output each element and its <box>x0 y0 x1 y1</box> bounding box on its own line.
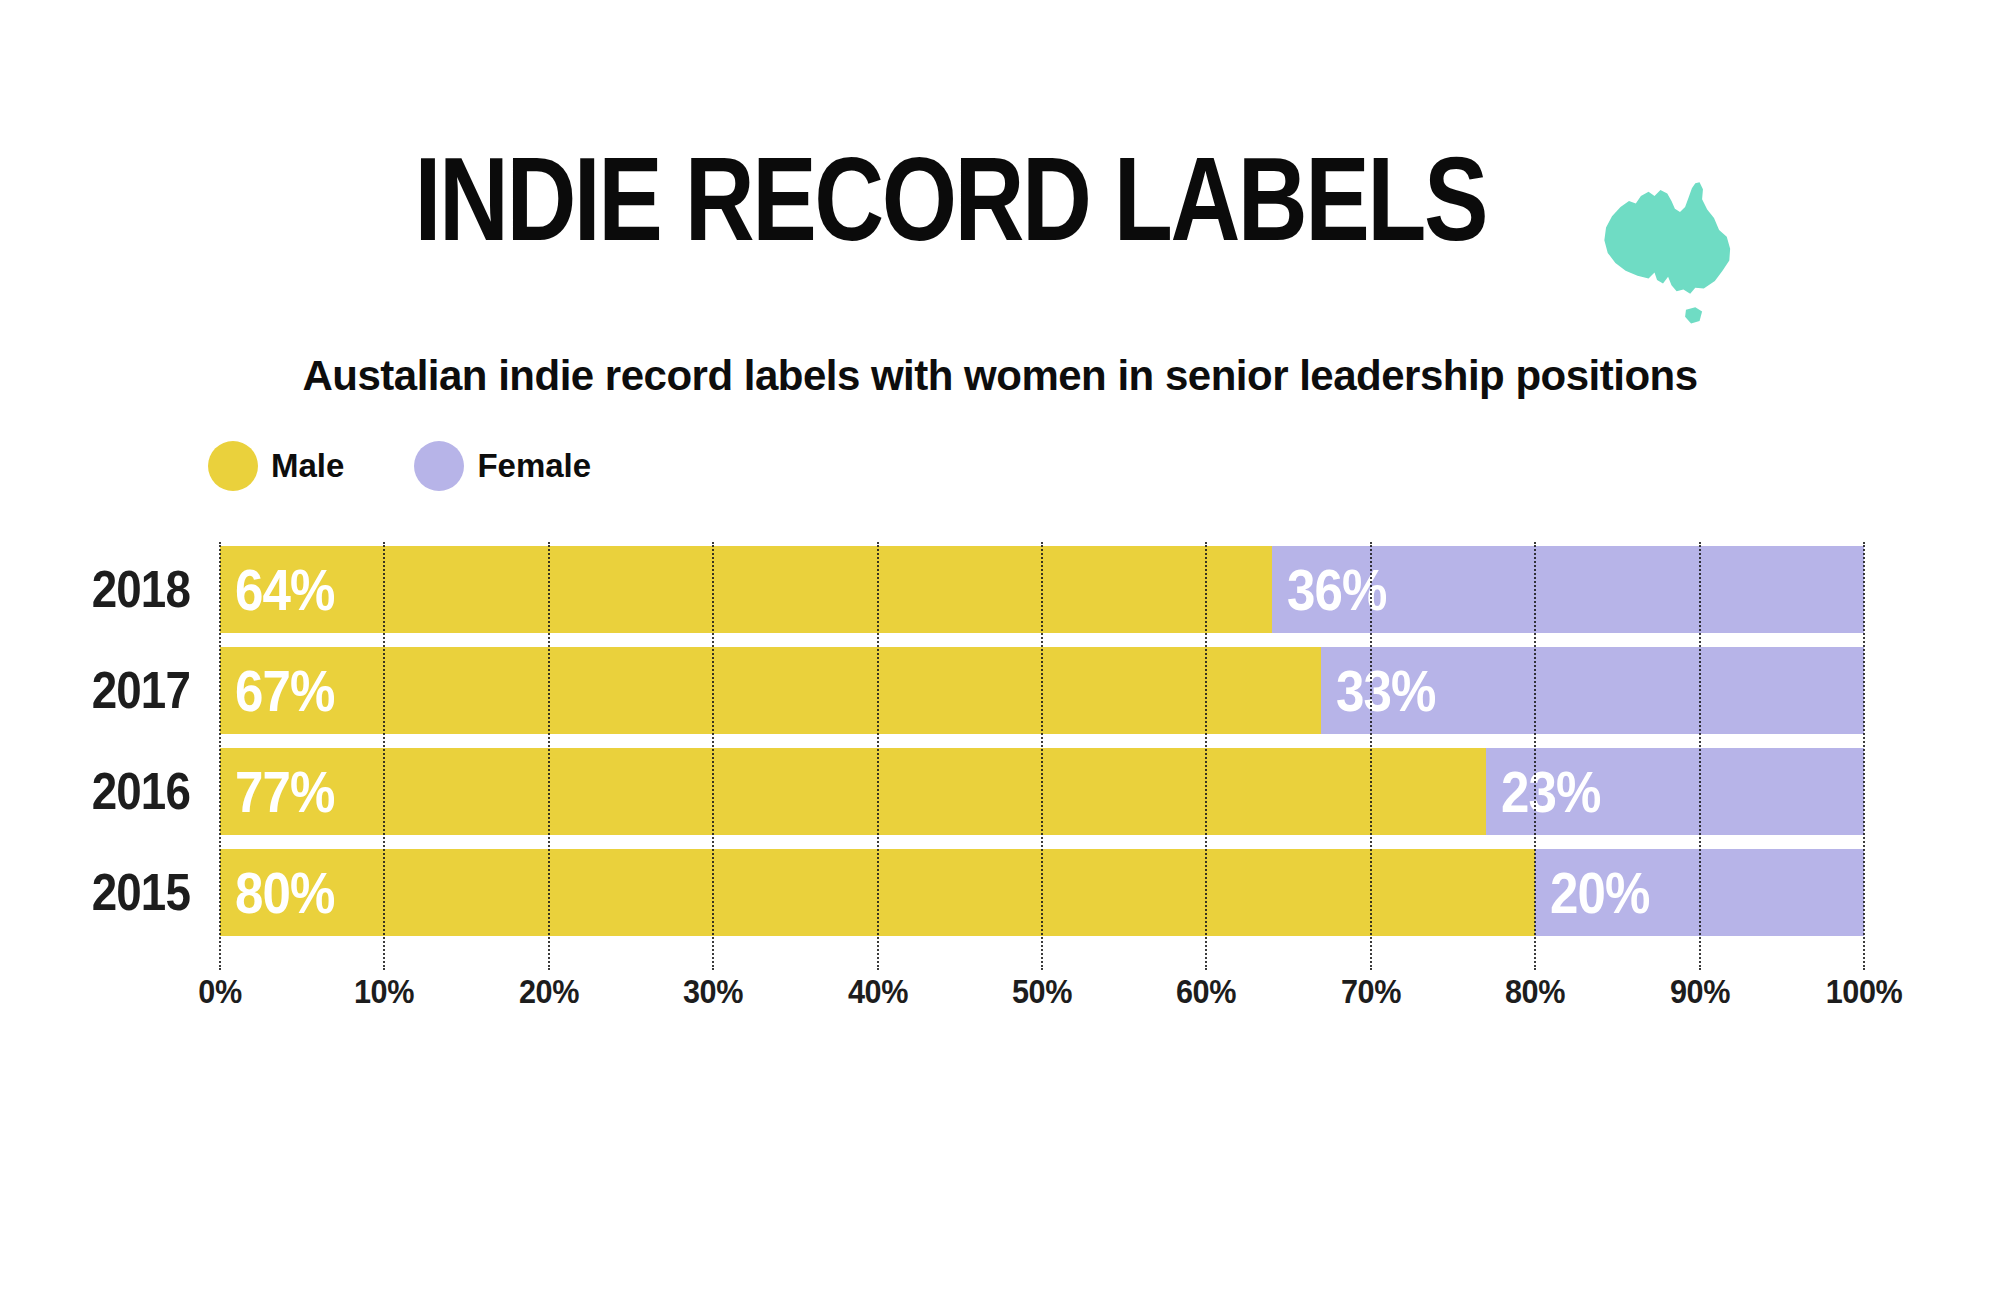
female-bar-value-label: 20% <box>1535 849 1649 936</box>
gridline-90% <box>1699 542 1701 970</box>
x-axis-tick-label: 50% <box>979 972 1105 1011</box>
gridline-10% <box>383 542 385 970</box>
female-bar-value-label: 33% <box>1321 647 1435 734</box>
x-axis-tick-label: 70% <box>1308 972 1434 1011</box>
male-bar-segment <box>220 748 1486 835</box>
x-axis-tick-label: 20% <box>486 972 612 1011</box>
stacked-bar-chart: 201864%36%201767%33%201677%23%201580%20%… <box>0 0 2000 1290</box>
gridline-40% <box>877 542 879 970</box>
x-axis-tick-label: 80% <box>1472 972 1598 1011</box>
x-axis-tick-label: 10% <box>321 972 447 1011</box>
male-bar-value-label: 64% <box>220 546 334 633</box>
male-bar-segment <box>220 546 1272 633</box>
x-axis-tick-label: 30% <box>650 972 776 1011</box>
gridline-60% <box>1205 542 1207 970</box>
x-axis-tick-label: 100% <box>1801 972 1927 1011</box>
male-bar-value-label: 77% <box>220 748 334 835</box>
year-label: 2017 <box>84 647 190 734</box>
gridline-30% <box>712 542 714 970</box>
gridline-80% <box>1534 542 1536 970</box>
year-label: 2016 <box>84 748 190 835</box>
gridline-20% <box>548 542 550 970</box>
year-label: 2015 <box>84 849 190 936</box>
infographic-canvas: INDIE RECORD LABELS Austalian indie reco… <box>0 0 2000 1290</box>
female-bar-value-label: 23% <box>1486 748 1600 835</box>
male-bar-value-label: 80% <box>220 849 334 936</box>
x-axis-tick-label: 40% <box>815 972 941 1011</box>
gridline-70% <box>1370 542 1372 970</box>
x-axis-tick-label: 90% <box>1637 972 1763 1011</box>
gridline-50% <box>1041 542 1043 970</box>
gridline-0% <box>219 542 221 970</box>
year-label: 2018 <box>84 546 190 633</box>
x-axis-tick-label: 0% <box>157 972 283 1011</box>
x-axis-tick-label: 60% <box>1143 972 1269 1011</box>
gridline-100% <box>1863 542 1865 970</box>
male-bar-value-label: 67% <box>220 647 334 734</box>
